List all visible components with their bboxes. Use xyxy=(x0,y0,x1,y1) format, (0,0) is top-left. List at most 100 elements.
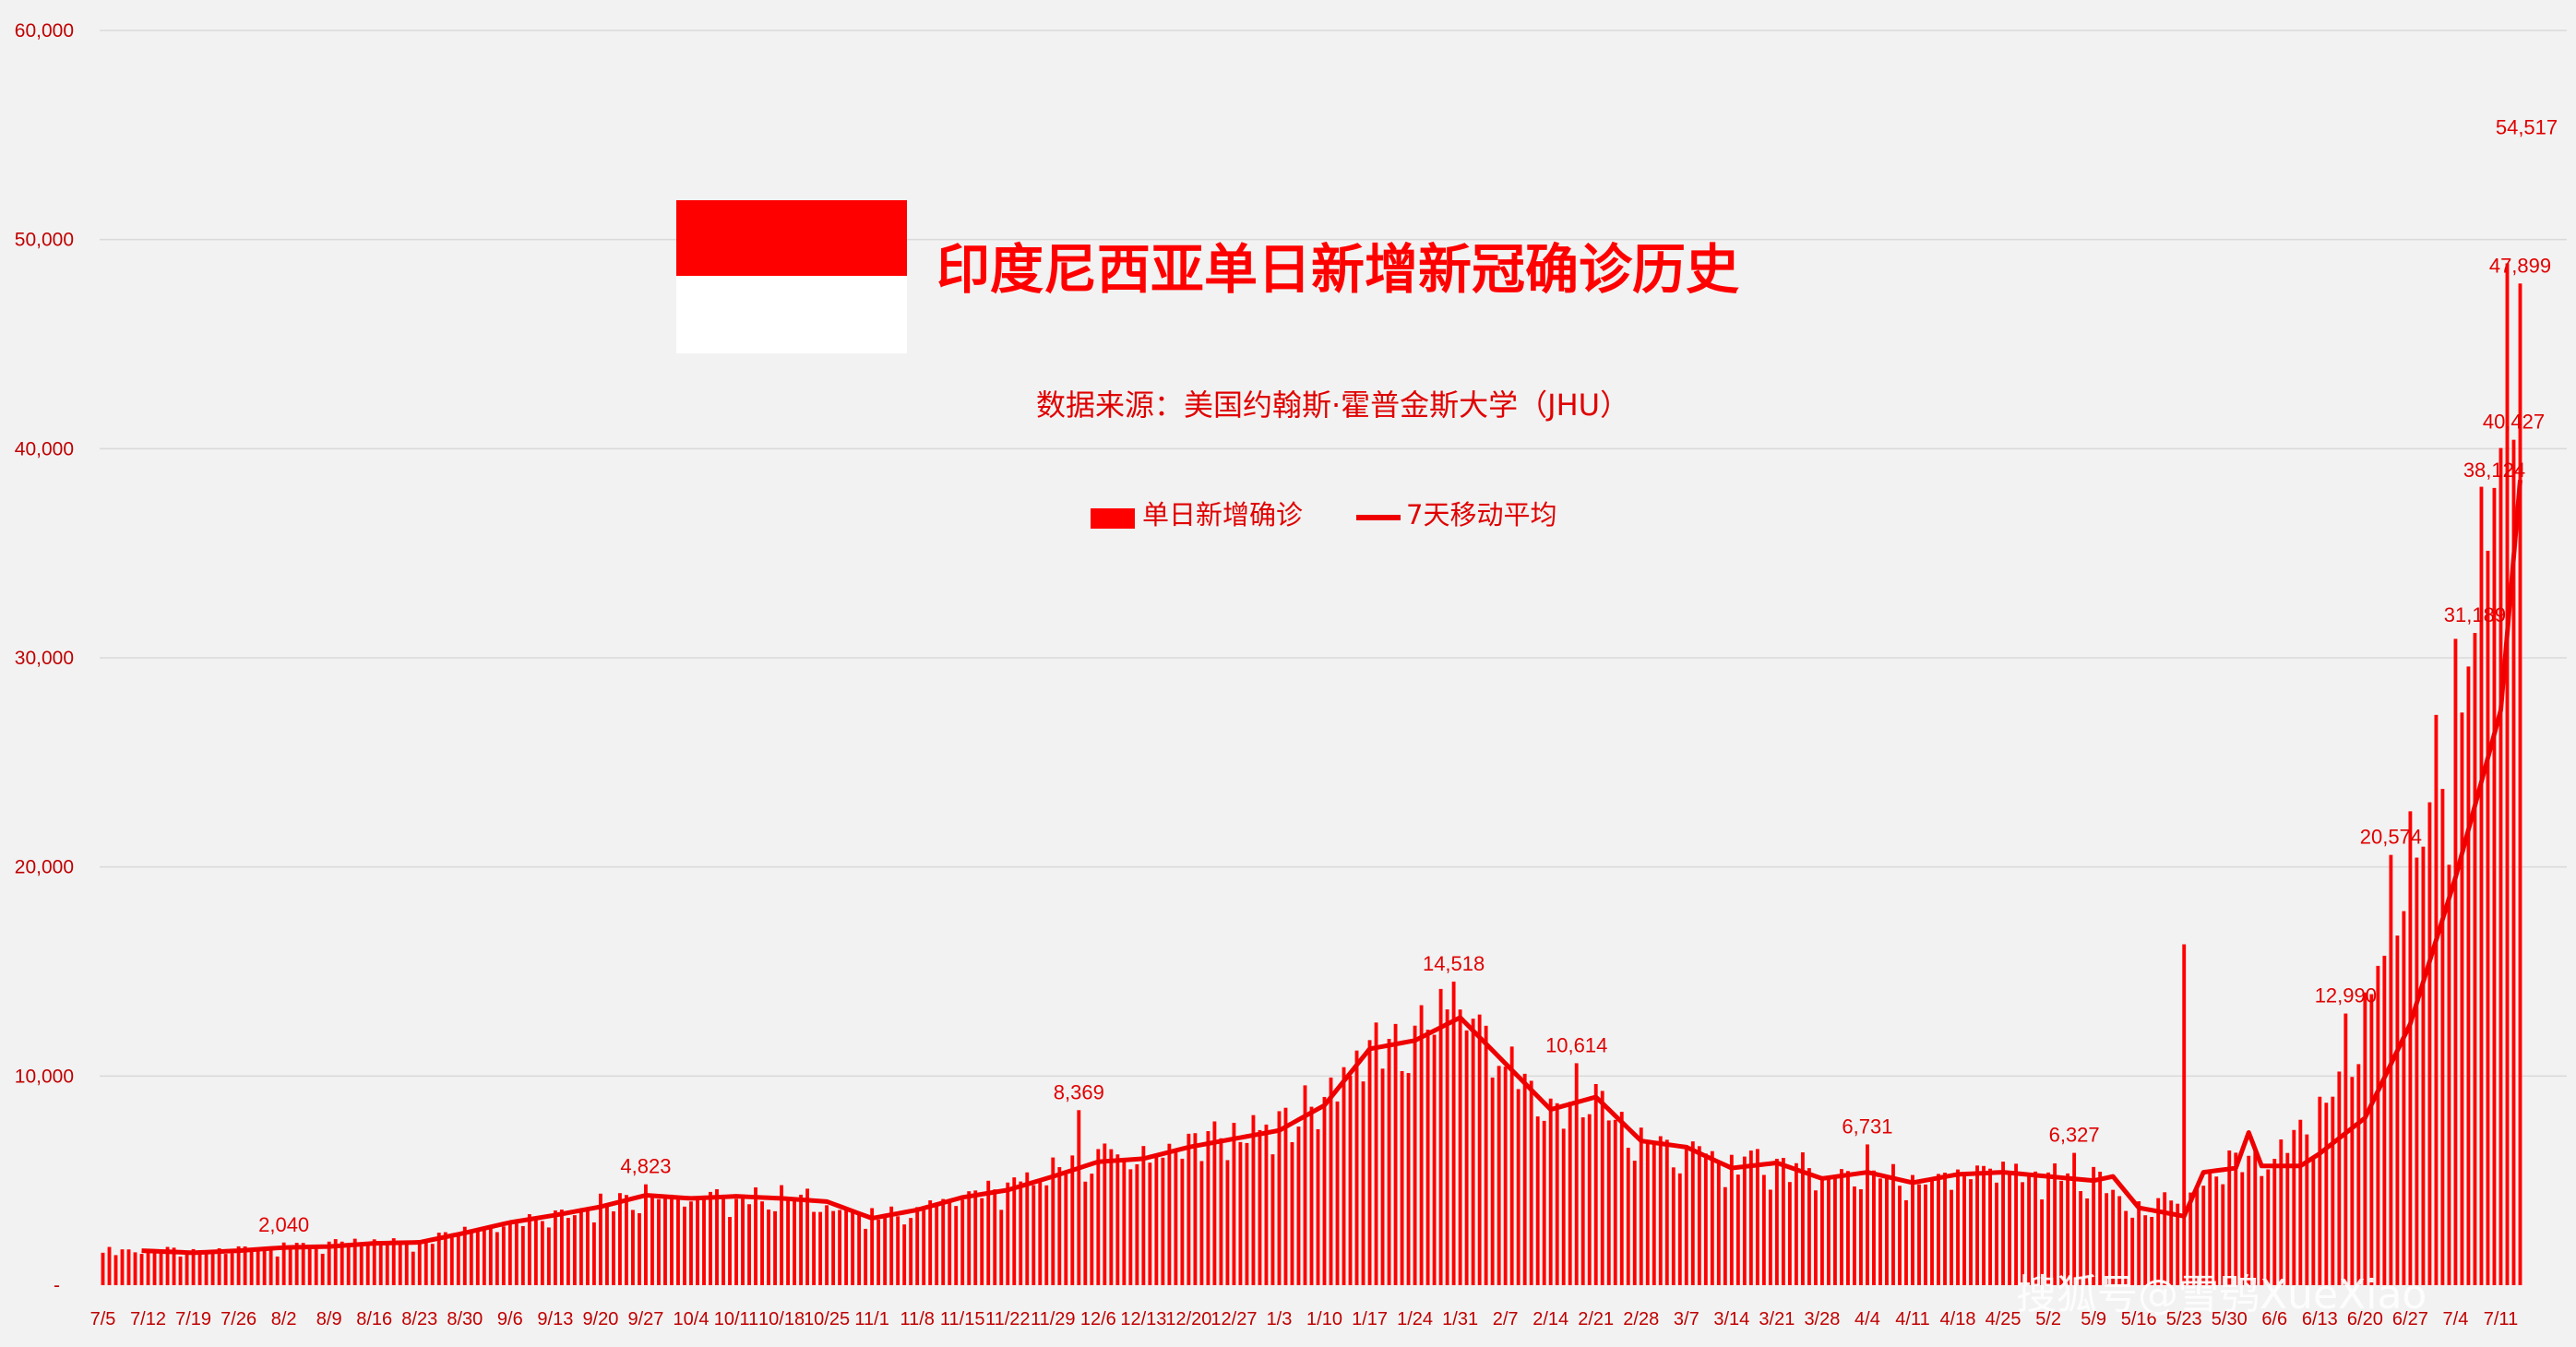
x-tick-label: 12/13 xyxy=(1120,1309,1166,1329)
x-tick-label: 11/22 xyxy=(985,1309,1031,1329)
bar xyxy=(527,1214,531,1285)
bar xyxy=(805,1188,810,1285)
bar xyxy=(928,1200,933,1285)
x-tick-label: 1/31 xyxy=(1442,1309,1478,1329)
bar xyxy=(404,1244,409,1285)
bar xyxy=(430,1244,435,1285)
bar xyxy=(2382,955,2387,1285)
bar xyxy=(385,1241,389,1285)
bar xyxy=(2195,1188,2200,1285)
bar xyxy=(1135,1163,1139,1285)
bar xyxy=(2208,1169,2212,1285)
bar xyxy=(2137,1201,2141,1285)
bar xyxy=(559,1210,564,1285)
bar xyxy=(2169,1200,2174,1285)
bar xyxy=(1950,1189,1953,1285)
bar xyxy=(2059,1180,2064,1285)
bar xyxy=(657,1198,661,1285)
bar xyxy=(954,1206,959,1285)
bar xyxy=(159,1251,163,1285)
bar xyxy=(825,1205,829,1285)
bar xyxy=(902,1224,907,1285)
bar xyxy=(1296,1126,1301,1285)
bar xyxy=(741,1194,745,1285)
bar xyxy=(2247,1155,2251,1285)
x-tick-label: 6/13 xyxy=(2302,1309,2338,1329)
bar xyxy=(1193,1133,1198,1285)
bar xyxy=(249,1249,254,1285)
bar xyxy=(1555,1103,1559,1285)
bar xyxy=(1833,1174,1837,1285)
data-label: 54,517 xyxy=(2496,115,2558,138)
bar xyxy=(1658,1136,1663,1285)
bar xyxy=(152,1250,157,1285)
y-tick-label: 20,000 xyxy=(15,857,74,878)
bar xyxy=(2318,1096,2322,1285)
bar xyxy=(327,1241,331,1285)
bar xyxy=(2079,1191,2083,1285)
bar xyxy=(1380,1068,1385,1285)
bar xyxy=(1012,1177,1017,1285)
x-tick-label: 8/2 xyxy=(271,1309,297,1329)
bar xyxy=(2092,1166,2096,1285)
bar xyxy=(210,1251,215,1285)
bar xyxy=(2163,1192,2167,1285)
x-tick-label: 7/12 xyxy=(130,1309,166,1329)
bar xyxy=(1464,1030,1469,1285)
bar xyxy=(1025,1172,1030,1285)
bar xyxy=(365,1245,370,1285)
bar xyxy=(1413,1025,1417,1285)
bar xyxy=(1051,1157,1055,1285)
bar xyxy=(683,1206,686,1285)
x-tick-label: 5/16 xyxy=(2121,1309,2157,1329)
bar xyxy=(604,1204,609,1285)
bar xyxy=(1561,1128,1566,1285)
x-tick-label: 9/13 xyxy=(537,1309,573,1329)
x-tick-label: 8/30 xyxy=(447,1309,483,1329)
bar xyxy=(1975,1165,1979,1285)
bar xyxy=(1219,1138,1223,1285)
x-tick-label: 1/3 xyxy=(1267,1309,1293,1329)
bar xyxy=(1432,1034,1437,1285)
bar xyxy=(993,1189,997,1285)
bar xyxy=(1044,1185,1049,1285)
bar xyxy=(507,1222,512,1285)
bar xyxy=(423,1240,428,1285)
bar xyxy=(812,1211,817,1285)
bar xyxy=(1199,1161,1204,1285)
x-tick-label: 10/25 xyxy=(804,1309,850,1329)
bar xyxy=(734,1198,738,1285)
data-label: 6,327 xyxy=(2049,1124,2100,1147)
bar xyxy=(2498,447,2503,1285)
bar xyxy=(2356,1064,2361,1285)
bar xyxy=(2298,1119,2303,1285)
data-label: 31,189 xyxy=(2444,603,2506,626)
bar xyxy=(411,1251,415,1285)
x-tick-label: 1/10 xyxy=(1306,1309,1342,1329)
bar xyxy=(747,1204,751,1285)
bar xyxy=(2053,1162,2057,1285)
bar xyxy=(618,1193,622,1285)
bar xyxy=(786,1199,790,1285)
bar xyxy=(1574,1063,1579,1285)
bar xyxy=(1962,1175,1966,1285)
bar xyxy=(1645,1141,1650,1285)
data-label: 20,574 xyxy=(2360,826,2422,849)
bar xyxy=(1872,1170,1876,1285)
bar xyxy=(2027,1173,2032,1285)
x-tick-label: 3/7 xyxy=(1674,1309,1699,1329)
bar xyxy=(2511,439,2516,1285)
bar xyxy=(230,1253,234,1285)
bar xyxy=(2188,1192,2193,1285)
bar xyxy=(2150,1216,2154,1285)
bar xyxy=(1522,1073,1527,1285)
x-tick-label: 8/16 xyxy=(356,1309,392,1329)
bar xyxy=(482,1228,486,1285)
bar xyxy=(2492,487,2497,1285)
bar xyxy=(2518,283,2522,1285)
bar xyxy=(2402,911,2406,1285)
data-label: 6,731 xyxy=(1842,1115,1892,1138)
bar xyxy=(2040,1199,2045,1285)
bar xyxy=(2240,1172,2245,1285)
bar xyxy=(967,1191,972,1285)
